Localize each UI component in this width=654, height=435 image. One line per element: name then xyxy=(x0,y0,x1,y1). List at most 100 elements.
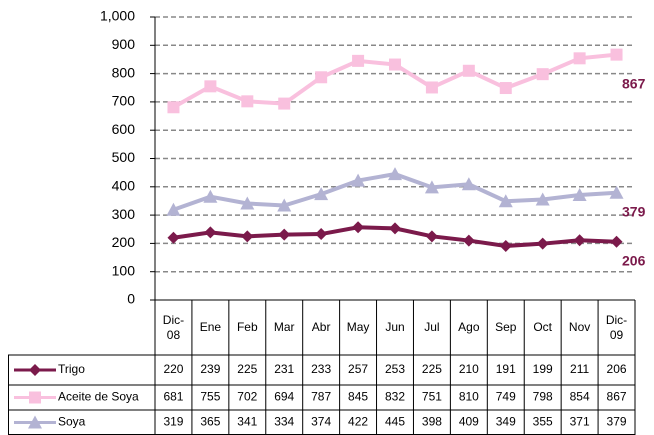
table-value: 409 xyxy=(459,415,479,429)
x-tick-label: Jun xyxy=(377,300,414,355)
table-value: 755 xyxy=(200,390,220,404)
marker xyxy=(535,192,550,206)
x-tick-label: Oct xyxy=(524,300,561,355)
marker xyxy=(499,239,512,252)
marker xyxy=(610,48,623,61)
table-value: 845 xyxy=(348,390,368,404)
marker xyxy=(29,391,41,404)
category-text: Dic-08 xyxy=(162,312,185,342)
table-value: 379 xyxy=(607,415,627,429)
marker xyxy=(351,173,366,187)
marker xyxy=(315,228,328,241)
y-tick-label: 800 xyxy=(112,64,136,80)
y-tick-label: 400 xyxy=(112,178,136,194)
x-tick-label: Abr xyxy=(303,300,340,355)
category-text: Jun xyxy=(385,320,405,334)
x-tick-label: Nov xyxy=(561,300,598,355)
marker xyxy=(389,58,401,71)
category-text: May xyxy=(346,320,370,334)
end-label: 206 xyxy=(622,252,646,268)
marker xyxy=(425,81,438,94)
end-label: 867 xyxy=(622,75,646,91)
table-value: 206 xyxy=(607,362,627,376)
table-value: 787 xyxy=(311,390,331,404)
marker xyxy=(240,196,255,210)
marker xyxy=(204,80,217,93)
category-text: Feb xyxy=(236,320,258,334)
table-value: 199 xyxy=(533,362,553,376)
table-value: 349 xyxy=(496,415,516,429)
category-text: Ago xyxy=(458,320,480,334)
marker xyxy=(28,415,42,429)
table-value: 445 xyxy=(385,415,405,429)
marker xyxy=(315,71,328,84)
marker xyxy=(278,97,291,110)
category-text: Jul xyxy=(424,320,440,334)
marker xyxy=(277,198,292,212)
table-value: 365 xyxy=(200,415,220,429)
table-value: 257 xyxy=(348,362,368,376)
x-tick-label: May xyxy=(340,300,377,355)
category-text: Ene xyxy=(199,320,222,334)
table-value: 225 xyxy=(237,362,257,376)
marker xyxy=(241,95,254,108)
marker xyxy=(314,187,329,201)
category-text: Oct xyxy=(533,320,553,334)
y-tick-label: 300 xyxy=(112,206,136,222)
marker xyxy=(462,234,475,247)
y-tick-label: 100 xyxy=(112,262,136,278)
end-label: 379 xyxy=(622,203,646,219)
marker xyxy=(536,237,549,250)
table-value: 694 xyxy=(274,390,294,404)
table-value: 398 xyxy=(422,415,442,429)
marker xyxy=(424,180,439,194)
x-tick-label: Ago xyxy=(450,300,487,355)
marker xyxy=(241,230,254,243)
table-value: 798 xyxy=(533,390,553,404)
category-text: Sep xyxy=(495,320,517,334)
x-tick-label: Dic-08 xyxy=(155,300,192,355)
marker xyxy=(166,202,181,216)
table-value: 211 xyxy=(570,362,589,376)
table-value: 371 xyxy=(570,415,590,429)
y-tick-label: 1,000 xyxy=(100,8,135,24)
table-value: 681 xyxy=(163,390,183,404)
marker xyxy=(461,177,476,191)
table-value: 253 xyxy=(385,362,405,376)
marker xyxy=(167,231,180,244)
table-value: 751 xyxy=(422,390,442,404)
table-value: 854 xyxy=(570,390,590,404)
table-value: 239 xyxy=(200,362,220,376)
x-tick-label: Mar xyxy=(266,300,303,355)
table-value: 749 xyxy=(496,390,516,404)
y-tick-label: 700 xyxy=(112,93,136,109)
category-text: Dic-09 xyxy=(605,312,628,342)
table-value: 702 xyxy=(237,390,257,404)
marker xyxy=(462,64,475,77)
x-tick-label: Feb xyxy=(229,300,266,355)
y-tick-label: 900 xyxy=(112,36,136,52)
table-value: 220 xyxy=(163,362,183,376)
table-value: 191 xyxy=(496,362,516,376)
marker xyxy=(278,228,291,241)
y-tick-label: 600 xyxy=(112,121,136,137)
marker xyxy=(204,226,217,239)
marker xyxy=(203,189,218,203)
table-value: 319 xyxy=(163,415,183,429)
table-value: 422 xyxy=(348,415,368,429)
legend-label: Soya xyxy=(58,415,86,429)
x-tick-label: Jul xyxy=(413,300,450,355)
table-value: 810 xyxy=(459,390,479,404)
table-value: 334 xyxy=(274,415,294,429)
table-value: 355 xyxy=(533,415,553,429)
x-tick-label: Dic-09 xyxy=(598,300,635,355)
legend-label: Trigo xyxy=(58,362,85,376)
marker xyxy=(389,222,401,235)
category-text: Mar xyxy=(273,320,295,334)
x-tick-label: Ene xyxy=(192,300,229,355)
marker xyxy=(536,68,549,81)
marker xyxy=(573,52,586,65)
y-tick-label: 200 xyxy=(112,234,136,250)
